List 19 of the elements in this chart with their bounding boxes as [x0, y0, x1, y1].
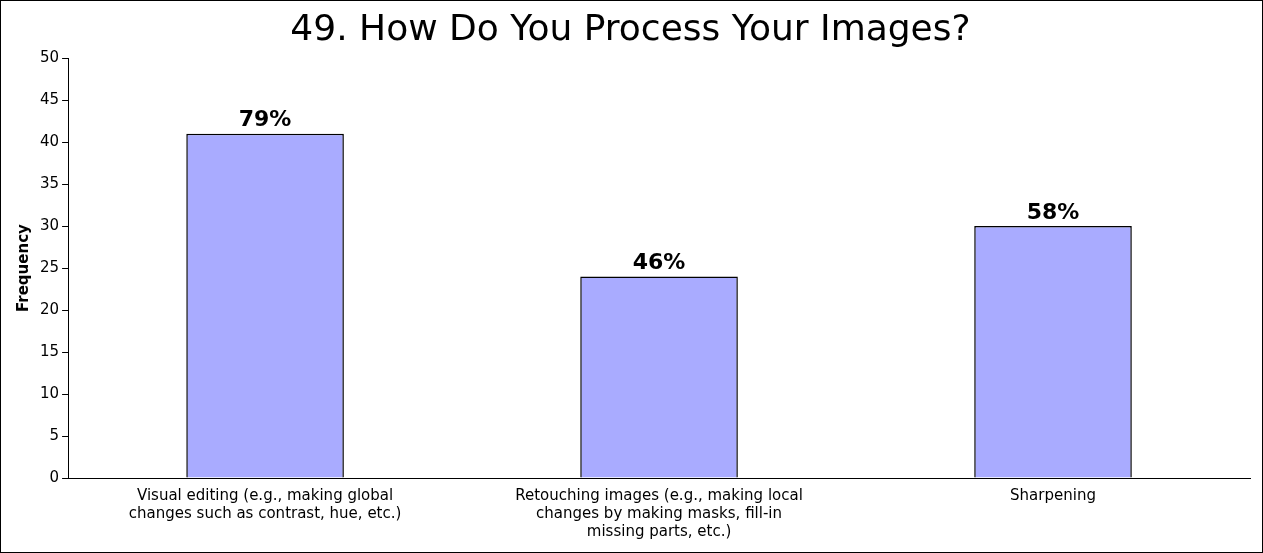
- y-tick-label: 10: [39, 383, 60, 402]
- y-tick-label: 20: [39, 299, 60, 318]
- annotation: 79%: [238, 106, 292, 132]
- y-tick-label: 45: [39, 90, 60, 109]
- annotation: 46%: [632, 249, 686, 275]
- x-tick-label: Sharpening: [1010, 485, 1096, 504]
- chart-title: 49. How Do You Process Your Images?: [290, 6, 971, 48]
- y-tick-label: 0: [49, 467, 60, 486]
- y-tick-label: 35: [39, 174, 60, 193]
- y-tick-label: 5: [49, 425, 60, 444]
- x-tick-label: Visual editing (e.g., making global changes such as contrast, hue, etc.): [128, 485, 402, 522]
- y-axis-title: Frequency: [13, 223, 32, 312]
- annotation: 58%: [1026, 198, 1080, 224]
- y-tick-label: 15: [39, 341, 60, 360]
- y-tick-label: 50: [39, 48, 60, 67]
- y-tick-label: 40: [39, 132, 60, 151]
- x-tick-label: Retouching images (e.g., making local changes by making masks, fill-in missing parts, etc.): [515, 485, 803, 540]
- y-tick-label: 25: [39, 257, 60, 276]
- y-tick-label: 30: [39, 216, 60, 235]
